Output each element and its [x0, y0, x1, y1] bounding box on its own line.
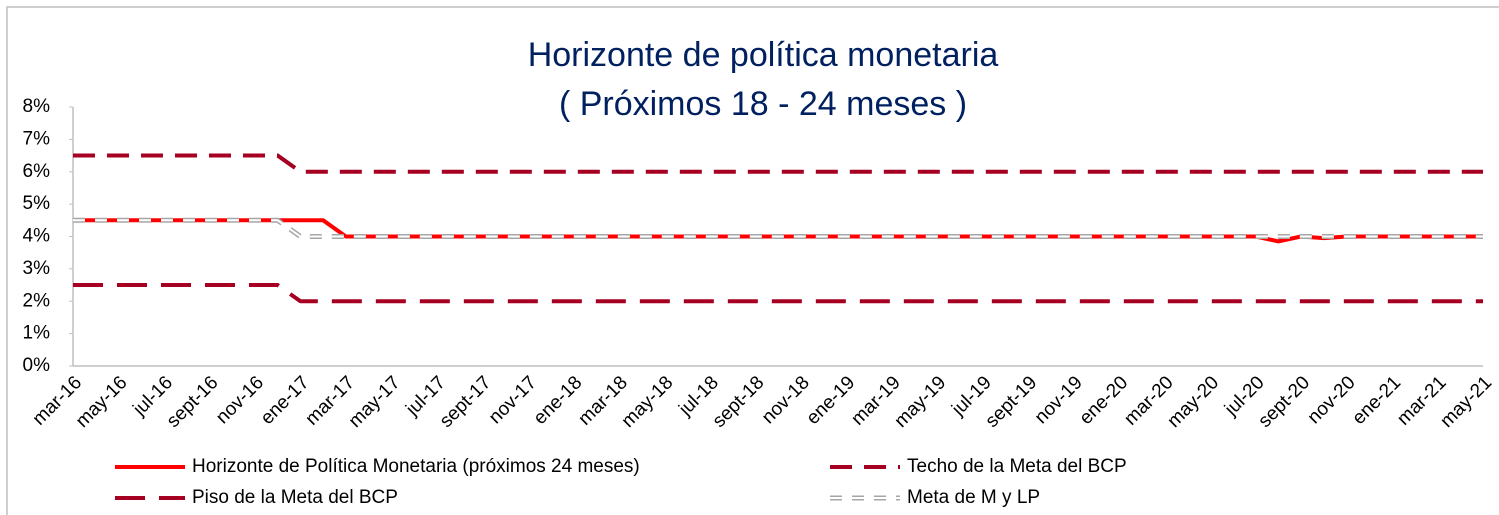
series-line: [73, 217, 1483, 239]
x-tick-label: may-19: [891, 372, 951, 432]
y-tick-label: 8%: [23, 96, 51, 117]
y-tick-label: 4%: [23, 226, 51, 247]
y-tick-label: 7%: [23, 128, 51, 149]
y-tick-label: 1%: [23, 323, 51, 344]
x-tick-label: sept-20: [1254, 372, 1314, 432]
x-tick-label: ene-19: [803, 372, 860, 429]
x-tick-label: nov-19: [1031, 372, 1087, 428]
x-tick-label: may-17: [345, 372, 405, 432]
legend-label: Meta de M y LP: [907, 487, 1040, 508]
x-tick-label: sept-18: [709, 372, 769, 432]
x-tick-label: ene-18: [530, 372, 587, 429]
chart-subtitle: ( Próximos 18 - 24 meses ): [559, 85, 967, 123]
series-line: [73, 153, 1483, 174]
y-tick-label: 5%: [23, 193, 51, 214]
x-tick-label: sept-19: [982, 372, 1042, 432]
x-tick-label: nov-17: [485, 372, 541, 428]
legend-label: Horizonte de Política Monetaria (próximo…: [192, 456, 640, 477]
x-tick-label: nov-16: [212, 372, 268, 428]
x-tick-label: may-20: [1164, 372, 1224, 432]
legend-label: Piso de la Meta del BCP: [192, 487, 398, 508]
y-tick-label: 3%: [23, 258, 51, 279]
line-inner: [73, 219, 1483, 238]
y-tick-label: 2%: [23, 290, 51, 311]
series-line: [73, 283, 1483, 304]
x-tick-label: nov-20: [1304, 372, 1360, 428]
x-tick-label: may-18: [618, 372, 678, 432]
x-tick-label: sept-16: [163, 372, 223, 432]
x-tick-label: ene-21: [1348, 372, 1405, 429]
x-tick-label: nov-18: [758, 372, 814, 428]
x-tick-label: may-16: [72, 372, 132, 432]
x-tick-label: ene-17: [257, 372, 314, 429]
y-tick-label: 6%: [23, 161, 51, 182]
x-tick-label: sept-17: [436, 372, 496, 432]
legend-label: Techo de la Meta del BCP: [907, 456, 1127, 477]
x-tick-label: may-21: [1436, 372, 1496, 432]
y-tick-label: 0%: [23, 355, 51, 376]
x-tick-label: ene-20: [1076, 372, 1133, 429]
chart-frame: [6, 6, 1499, 515]
chart-title: Horizonte de política monetaria: [528, 36, 999, 74]
